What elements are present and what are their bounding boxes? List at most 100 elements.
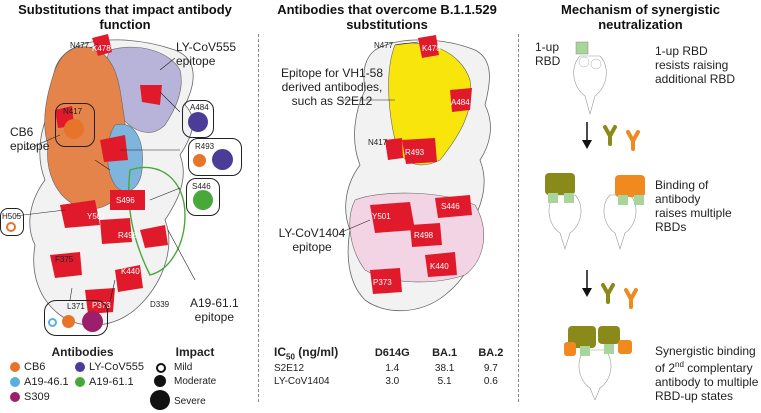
s2e12-epitope-region — [388, 42, 472, 166]
legend-a19461-label: A19-46.1 — [24, 376, 69, 388]
cell: 0.6 — [483, 376, 498, 388]
label-s496: S496 — [116, 196, 135, 205]
k478-patch — [418, 35, 439, 58]
impact-severe-label: Severe — [174, 396, 206, 407]
panel1-title: Substitutions that impact antibody funct… — [0, 2, 250, 32]
label-l371: L371 — [67, 302, 85, 311]
p2-label-r498: R498 — [414, 231, 434, 240]
label-n477: N477 — [70, 41, 90, 50]
spike-diagram-1 — [573, 41, 607, 116]
a484-patch — [450, 88, 472, 112]
r493-patch — [100, 135, 128, 162]
r493-patch — [402, 138, 437, 164]
ic50-table: IC50 (ng/ml) D614G BA.1 BA.2 S2E12 1.4 3… — [268, 344, 514, 388]
legend-a19461: A19-46.1 — [10, 376, 69, 389]
panel2-title: Antibodies that overcome B.1.1.529 subst… — [262, 2, 512, 32]
y501-patch — [370, 202, 415, 233]
divider-1 — [258, 34, 259, 402]
impact-legend: Impact Mild Moderate Severe — [150, 345, 240, 410]
n417-cb6-severe-dot — [64, 119, 84, 139]
label-f375: F375 — [55, 255, 74, 264]
step3-line-b: of 2nd complentary — [655, 358, 758, 375]
step2-text: Binding of antibody raises multiple RBDs — [655, 178, 732, 234]
table-row: LY-CoV1404 3.0 5.1 0.6 — [268, 375, 514, 388]
panel1-title-line1: Substitutions that impact antibody — [18, 2, 232, 17]
row-name: LY-CoV1404 — [274, 376, 330, 388]
arrow-down-icon — [582, 122, 592, 149]
spike-diagram-3 — [564, 326, 632, 400]
k478-patch — [92, 34, 112, 56]
label-k440: K440 — [121, 267, 140, 276]
legend-s309: S309 — [10, 391, 50, 404]
r493-impact-box — [188, 138, 242, 176]
arrow-down-icon — [582, 270, 592, 297]
ic50-header: IC50 (ng/ml) — [268, 344, 363, 362]
lycov555-epitope-label: LY-CoV555 epitope — [176, 40, 237, 68]
a19611-epitope-outline — [128, 166, 186, 276]
step3-b-pre: of 2 — [655, 361, 676, 375]
impact-legend-title: Impact — [175, 345, 215, 359]
step3-text: Synergistic binding of 2nd complentary a… — [655, 344, 758, 403]
col-ba1: BA.1 — [432, 347, 458, 360]
legend-lycov555: LY-CoV555 — [75, 361, 144, 374]
lower-patch-2 — [140, 225, 168, 248]
s2e12-epitope-label: Epitope for VH1-58 derived antibodies, s… — [280, 66, 384, 108]
n417-patch — [385, 138, 403, 160]
step3-line-c: antibody to multiple — [655, 375, 759, 389]
ic50-header-text: IC — [274, 345, 286, 359]
p2-label-y501: Y501 — [372, 212, 391, 221]
n417-impact-box — [55, 103, 95, 147]
panel3-title-line1: Mechanism of synergistic — [561, 2, 720, 17]
cb6-epitope-label: CB6 epitope — [10, 125, 50, 153]
antibodies-legend: Antibodies CB6 LY-CoV555 A19-46.1 A19-61… — [5, 346, 160, 413]
legend-cb6: CB6 — [10, 361, 45, 374]
impact-moderate-dot — [154, 375, 166, 387]
spike-diagram-2 — [545, 173, 645, 250]
p2-label-r493: R493 — [405, 148, 425, 157]
p373-patch — [370, 268, 402, 294]
r498-patch — [100, 218, 132, 244]
ic50-header-unit: (ng/ml) — [294, 345, 339, 359]
col-ba2: BA.2 — [478, 347, 504, 360]
a484-lycov555-severe-dot — [188, 112, 208, 132]
table-row: S2E12 1.4 38.1 9.7 — [268, 362, 514, 375]
legend-a19611: A19-61.1 — [75, 376, 134, 389]
row-name: S2E12 — [274, 363, 305, 375]
ic50-header-sub: 50 — [286, 352, 295, 362]
r493-cb6-dot — [193, 154, 206, 167]
s446-a19611-dot — [193, 190, 213, 210]
p2-label-n477: N477 — [374, 41, 394, 50]
p2-label-n417: N417 — [368, 138, 388, 147]
step3-line-d: RBD-up states — [655, 389, 734, 403]
p2-label-k478: K478 — [422, 44, 441, 53]
impact-mild-label: Mild — [174, 362, 193, 373]
cell: 38.1 — [434, 363, 455, 375]
step3-b-sup: nd — [675, 360, 684, 369]
impact-mild-ring — [156, 363, 166, 373]
r498-patch — [410, 223, 442, 247]
l371-impact-box: L371 — [44, 300, 108, 336]
cell: 9.7 — [483, 363, 498, 375]
s446-impact-box — [186, 178, 220, 216]
label-r498: R498 — [118, 231, 138, 240]
one-up-rbd-label: 1-up RBD — [535, 40, 561, 68]
label-k478: K478 — [92, 44, 111, 53]
panel2-title-line1: Antibodies that overcome B.1.1.529 — [277, 2, 497, 17]
antibodies-legend-title: Antibodies — [51, 345, 114, 359]
antibody-icons-1 — [603, 125, 640, 151]
impact-severe-dot — [150, 390, 170, 410]
label-y501: Y501 — [87, 212, 106, 221]
p2-label-a484: A484 — [451, 98, 470, 107]
cell: 3.0 — [385, 376, 400, 388]
panel3-title: Mechanism of synergistic neutralization — [520, 2, 761, 32]
label-h505: H505 — [2, 212, 22, 221]
label-a484: A484 — [190, 103, 209, 112]
cell: 5.1 — [437, 376, 452, 388]
ic50-header-row: IC50 (ng/ml) D614G BA.1 BA.2 — [268, 344, 514, 362]
a19611-epitope-label: A19-61.1 epitope — [190, 296, 239, 324]
l371-cb6-dot — [62, 315, 75, 328]
label-n417: N417 — [63, 107, 83, 116]
y501-patch — [60, 200, 100, 228]
legend-cb6-label: CB6 — [24, 361, 46, 373]
panel1-title-line2: function — [99, 17, 151, 32]
